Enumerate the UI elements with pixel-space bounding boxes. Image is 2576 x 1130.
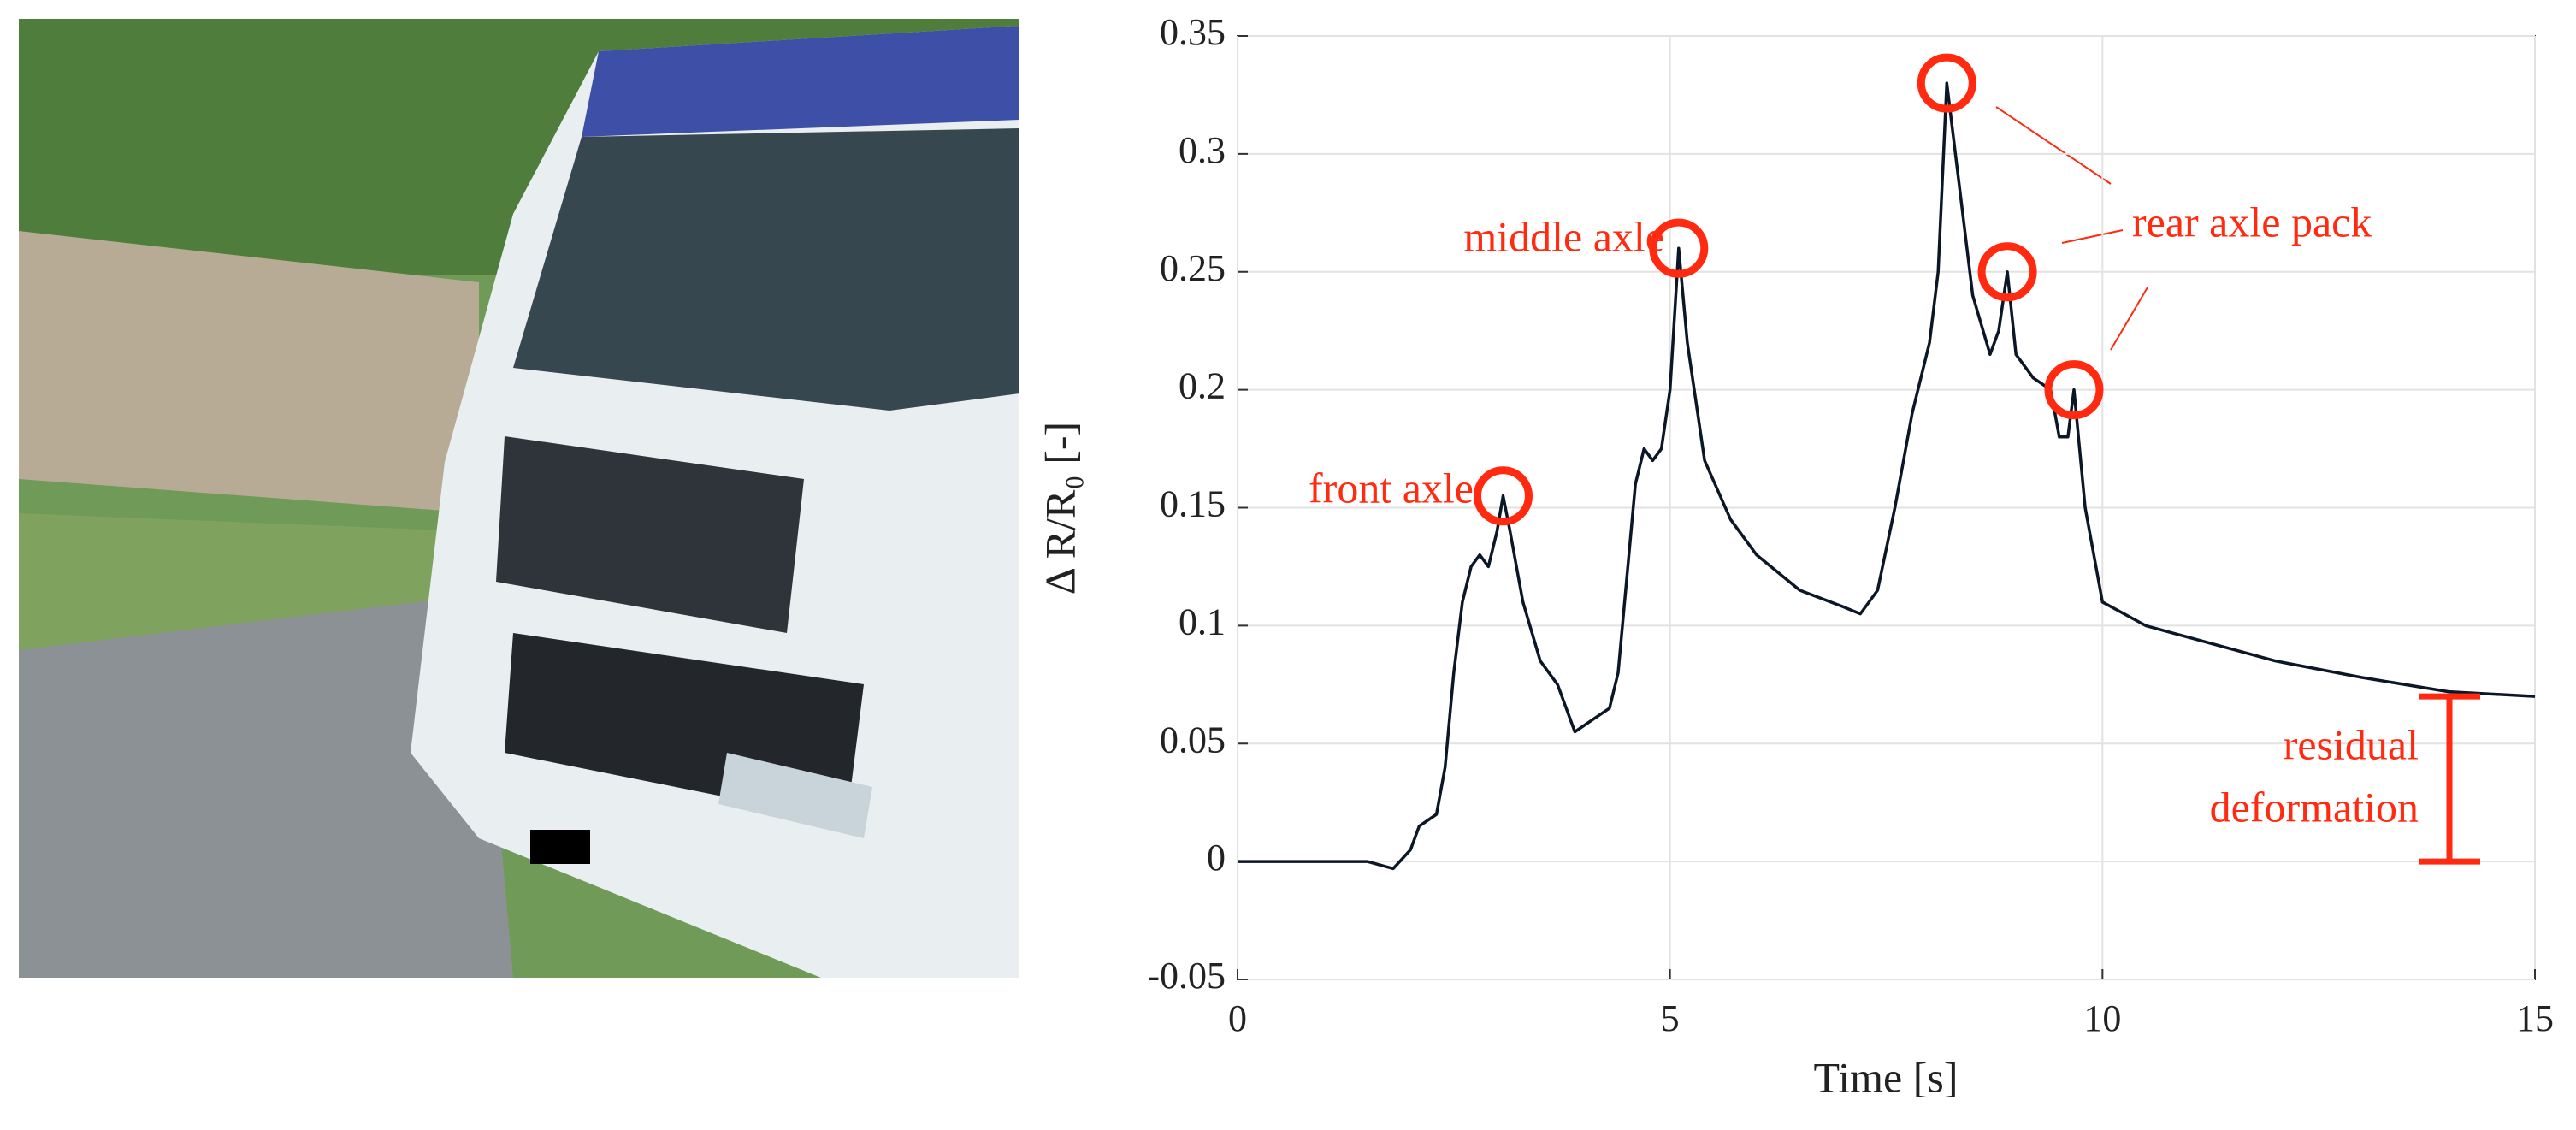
- y-tick-label: 0.3: [1179, 129, 1226, 171]
- y-tick-label: 0.25: [1160, 247, 1226, 289]
- annotation: deformation: [2210, 783, 2419, 831]
- windshield: [513, 128, 1019, 411]
- chart: Time [s] Δ R/R₀ [-]: [1036, 35, 2536, 1101]
- leader-line: [2061, 229, 2124, 244]
- leader-lines: [1995, 106, 2148, 351]
- y-tick-label: 0.05: [1160, 719, 1226, 760]
- asphalt: [19, 590, 513, 978]
- x-tick-label: 5: [1661, 997, 1680, 1039]
- leader-line: [1995, 106, 2112, 185]
- peak-marker: [1649, 218, 1709, 278]
- x-tick-label: 10: [2083, 997, 2121, 1039]
- peak-marker: [1473, 466, 1533, 526]
- annotation: middle axle: [1463, 212, 1664, 260]
- grille: [496, 436, 804, 633]
- peak-marker: [1917, 53, 1976, 113]
- x-tick-label: 0: [1228, 997, 1247, 1039]
- x-axis-label: Time [s]: [1813, 1053, 1958, 1101]
- y-tick-label: 0.35: [1160, 11, 1226, 53]
- peak-marker: [1977, 242, 2037, 302]
- grass: [19, 513, 445, 650]
- plate-cover: [530, 830, 590, 864]
- y-tick-label: 0.1: [1179, 600, 1226, 642]
- headlight: [718, 753, 872, 838]
- peak-marker: [2044, 360, 2104, 420]
- annotation: front axle: [1309, 464, 1474, 512]
- y-tick-label: 0.15: [1160, 483, 1226, 525]
- leader-line: [2110, 287, 2148, 351]
- y-tick-label: -0.05: [1147, 955, 1226, 997]
- y-tick-label: 0: [1207, 837, 1226, 879]
- y-axis-label: Δ R/R₀ [-]: [1036, 422, 1084, 595]
- fence: [19, 231, 479, 513]
- x-tick-label: 15: [2516, 997, 2554, 1039]
- y-tick-label: 0.2: [1179, 365, 1226, 407]
- truck-photo: [19, 19, 1019, 978]
- data-line: [1238, 81, 2536, 871]
- annotation: rear axle pack: [2132, 198, 2372, 246]
- sun-visor: [582, 26, 1019, 137]
- annotation: residual: [2284, 720, 2419, 768]
